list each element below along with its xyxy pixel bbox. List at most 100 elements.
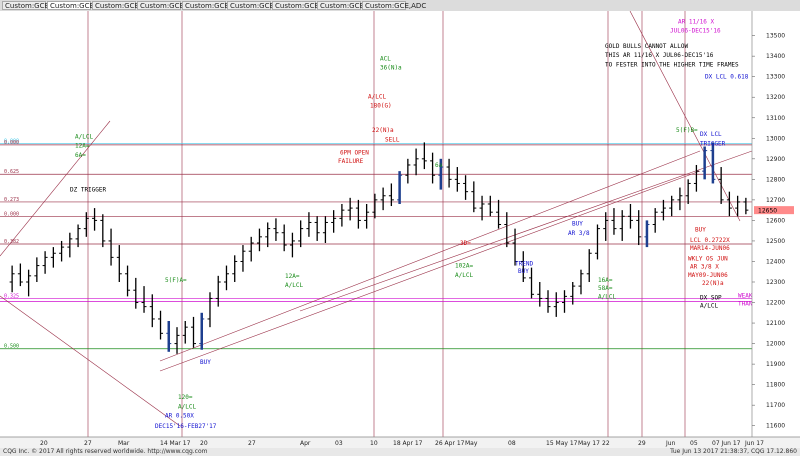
- last-price-box: [754, 206, 794, 215]
- price-bar: [578, 269, 584, 295]
- price-bar: [397, 171, 403, 204]
- y-tick-label: 11900: [766, 361, 785, 368]
- chart-annotation: TREND: [515, 261, 533, 268]
- price-bar: [669, 195, 675, 217]
- chart-tab-8[interactable]: Custom:GCE,ADC: [317, 1, 381, 10]
- trend-line: [0, 120, 111, 257]
- price-bar: [570, 281, 576, 305]
- price-bar: [405, 158, 411, 184]
- chart-tab-5[interactable]: Custom:GCE,ADC: [182, 1, 246, 10]
- price-bar: [660, 199, 666, 221]
- price-bar: [735, 195, 741, 217]
- price-bar: [116, 245, 122, 282]
- date-label: Jun: [665, 440, 676, 447]
- price-bar: [306, 212, 312, 237]
- price-bar: [603, 212, 609, 241]
- date-label: May: [465, 440, 478, 447]
- price-bar: [182, 321, 188, 344]
- chart-annotation: ACL: [380, 55, 391, 62]
- chart-annotation: 120=: [178, 394, 193, 401]
- chart-annotation: BUY: [518, 268, 529, 275]
- chart-annotation: AR 3/8 X: [690, 264, 719, 271]
- price-bar: [223, 265, 229, 291]
- price-bar: [611, 208, 617, 235]
- chart-annotation: 58A=: [598, 285, 613, 292]
- y-tick-label: 13100: [766, 115, 785, 122]
- chart-tab-9[interactable]: Custom:GCE,ADC: [362, 1, 426, 10]
- y-tick-label: 12600: [766, 217, 785, 224]
- chart-annotation: 5(F)A=: [165, 277, 187, 284]
- date-label: 10: [370, 440, 378, 447]
- price-bar: [92, 208, 98, 231]
- y-tick-label: 11600: [766, 423, 785, 430]
- price-bar: [322, 216, 328, 243]
- price-bar: [710, 142, 716, 184]
- price-bar: [289, 232, 295, 258]
- trend-line: [0, 295, 181, 427]
- date-label: 18 Apr 17: [393, 440, 423, 447]
- level-label: 0.000: [4, 140, 19, 146]
- chart-annotation: A/LCL: [455, 272, 473, 279]
- price-bar: [207, 292, 213, 328]
- price-bar: [430, 152, 436, 184]
- price-bar: [174, 327, 180, 354]
- price-bar: [718, 167, 724, 204]
- date-label: 03: [335, 440, 343, 447]
- chart-annotation: BUY: [572, 221, 583, 228]
- price-bar: [108, 228, 114, 266]
- date-label: Apr: [300, 440, 311, 447]
- chart-tab-7[interactable]: Custom:GCE,ADC: [272, 1, 336, 10]
- price-bar: [619, 210, 625, 241]
- price-bar: [355, 199, 361, 229]
- price-chart: 0.0000.0000.6250.2730.0000.3820.3250.500…: [0, 11, 800, 448]
- chart-tab-4[interactable]: Custom:GCE,ADC: [137, 1, 201, 10]
- chart-tab-6[interactable]: Custom:GCE,ADC: [227, 1, 291, 10]
- level-label: 0.325: [4, 293, 19, 299]
- trend-line: [159, 170, 701, 372]
- y-tick-label: 11700: [766, 402, 785, 409]
- chart-annotation: SELL: [385, 136, 400, 143]
- price-bar: [133, 277, 139, 309]
- date-label: 22: [602, 440, 610, 447]
- price-bar: [240, 245, 246, 272]
- chart-annotation: DX LCL: [700, 131, 722, 138]
- price-bar: [372, 193, 378, 219]
- trend-line: [299, 150, 753, 312]
- chart-tab-1[interactable]: Custom:GCE,ADC: [2, 1, 66, 10]
- level-label: 0.000: [4, 138, 19, 144]
- last-price-label: 12650: [758, 208, 777, 215]
- chart-annotation: DX SOP: [700, 294, 722, 301]
- chart-annotation: TRIGGER: [700, 140, 726, 147]
- chart-tab-2[interactable]: Custom:GCE,ADC: [47, 1, 111, 10]
- price-bar: [537, 281, 543, 307]
- y-tick-label: 12400: [766, 258, 785, 265]
- chart-annotation: 102A=: [455, 263, 473, 270]
- price-bar: [685, 179, 691, 204]
- y-tick-label: 13000: [766, 135, 785, 142]
- chart-tab-3[interactable]: Custom:GCE,ADC: [92, 1, 156, 10]
- chart-annotation: 5(F)B=: [676, 127, 698, 134]
- price-bar: [520, 251, 526, 282]
- price-bar: [627, 203, 633, 229]
- price-bar: [479, 195, 485, 221]
- price-bar: [83, 212, 89, 237]
- price-bar: [677, 187, 683, 211]
- y-tick-label: 13300: [766, 74, 785, 81]
- price-bar: [347, 197, 353, 221]
- price-bar: [191, 316, 196, 348]
- price-bar: [388, 183, 394, 207]
- chart-annotation: JUL06-DEC15'16: [670, 28, 721, 35]
- chart-annotation: AR 3/8: [568, 230, 590, 237]
- y-tick-label: 13200: [766, 94, 785, 101]
- chart-annotation: 12A=: [285, 273, 300, 280]
- timestamp-text: Tue Jun 13 2017 21:38:37, CQG 17.12.860: [670, 448, 797, 455]
- price-bar: [232, 255, 238, 282]
- price-bar: [281, 224, 287, 252]
- price-bar: [298, 220, 304, 248]
- date-label: 05: [690, 440, 698, 447]
- chart-annotation: FAILURE: [338, 158, 364, 165]
- level-label: 0.625: [4, 169, 19, 175]
- date-label: 27: [84, 440, 92, 447]
- price-bar: [512, 228, 518, 266]
- date-axis: [0, 437, 800, 448]
